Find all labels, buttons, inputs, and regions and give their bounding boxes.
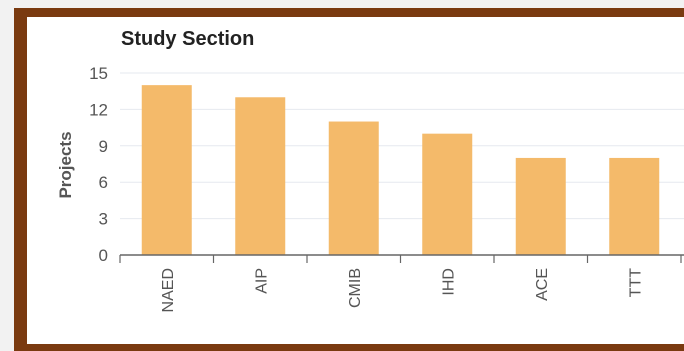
- y-tick-label: 6: [99, 173, 108, 192]
- x-tick-label: TTT: [627, 268, 644, 298]
- x-tick-label: AIP: [253, 268, 270, 294]
- y-tick-label: 15: [89, 64, 108, 83]
- bar-naed[interactable]: [141, 85, 192, 255]
- y-tick-label: 3: [99, 210, 108, 229]
- y-tick-label: 0: [99, 246, 108, 265]
- x-tick-label: CMIB: [347, 268, 364, 308]
- x-tick-label: NAED: [160, 268, 177, 312]
- y-tick-label: 9: [99, 137, 108, 156]
- x-tick-label: ACE: [534, 268, 551, 301]
- bar-ace[interactable]: [515, 157, 566, 255]
- bar-cmib[interactable]: [328, 121, 379, 256]
- y-tick-label: 12: [89, 100, 108, 119]
- chart-title: Study Section: [121, 28, 254, 50]
- bar-ihd[interactable]: [422, 133, 473, 255]
- x-tick-label: IHD: [440, 268, 457, 296]
- bar-ttt[interactable]: [609, 157, 660, 255]
- y-axis-label: Projects: [56, 131, 75, 198]
- bar-aip[interactable]: [235, 97, 286, 256]
